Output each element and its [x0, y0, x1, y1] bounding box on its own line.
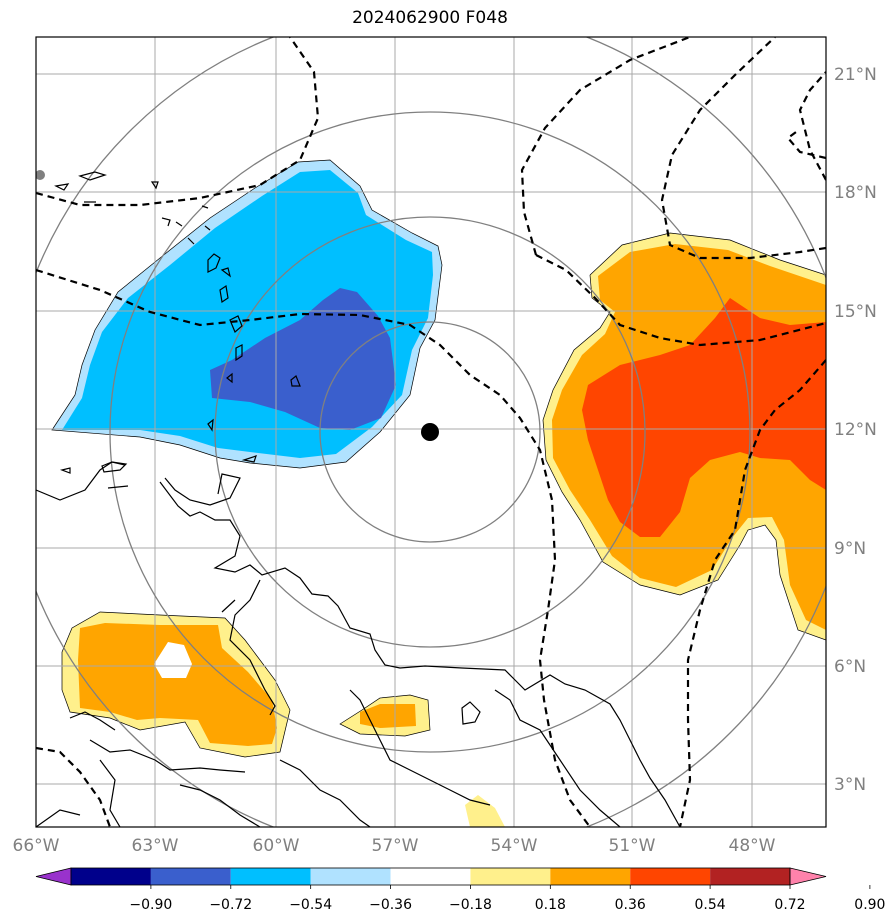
storm-center-marker — [421, 423, 439, 441]
latitude-label: 9°N — [834, 539, 866, 559]
colorbar-extend-low — [35, 867, 72, 886]
colorbar-tick-label: 0.18 — [535, 897, 566, 913]
colorbar-extend-high — [789, 867, 827, 886]
colorbar-tick-label: 0.54 — [695, 897, 726, 913]
station-marker — [36, 170, 45, 180]
latitude-label: 18°N — [834, 183, 877, 203]
longitude-labels: 66°W 63°W 60°W 57°W 54°W 51°W 48°W — [13, 836, 776, 856]
map-title: 2024062900 F048 — [352, 8, 508, 28]
colorbar-segment — [630, 868, 711, 885]
latitude-label: 3°N — [834, 775, 866, 795]
colorbar-segment — [150, 868, 231, 885]
dashed-contours — [36, 37, 826, 827]
colorbar-tick-label: 0.90 — [854, 897, 885, 913]
latitude-label: 12°N — [834, 420, 877, 440]
map-frame — [35, 36, 827, 828]
colorbar-segment — [230, 868, 311, 885]
longitude-label: 66°W — [13, 836, 60, 856]
colorbar-segment — [71, 868, 151, 885]
colorbar-segment — [710, 868, 790, 885]
colorbar-tick-label: 0.36 — [615, 897, 646, 913]
longitude-label: 54°W — [491, 836, 538, 856]
longitude-label: 60°W — [253, 836, 300, 856]
longitude-label: 51°W — [609, 836, 656, 856]
colorbar-segment — [310, 868, 391, 885]
colorbar-tick-label: −0.90 — [129, 897, 172, 913]
coastlines — [36, 461, 681, 827]
colorbar: −0.90 −0.72 −0.54 −0.36 −0.18 0.18 0.36 0.54 0.7… — [35, 867, 885, 913]
latitude-labels: 21°N 18°N 15°N 12°N 9°N 6°N 3°N — [834, 65, 877, 795]
island-outlines — [54, 171, 301, 474]
latitude-label: 6°N — [834, 657, 866, 677]
map-panel — [36, 37, 826, 827]
longitude-label: 57°W — [372, 836, 419, 856]
colorbar-tick-label: −0.36 — [369, 897, 412, 913]
colorbar-tick-label: −0.18 — [449, 897, 492, 913]
colorbar-segment — [470, 868, 551, 885]
longitude-label: 63°W — [132, 836, 179, 856]
colorbar-tick-label: −0.54 — [289, 897, 332, 913]
colorbar-frame — [70, 867, 791, 886]
latitude-label: 15°N — [834, 302, 877, 322]
colorbar-tick-label: −0.72 — [209, 897, 252, 913]
longitude-label: 48°W — [729, 836, 776, 856]
range-rings — [36, 37, 826, 827]
colorbar-tick-label: 0.72 — [774, 897, 805, 913]
map-gridlines — [36, 37, 826, 827]
positive-anomaly-east-region — [542, 232, 826, 641]
colorbar-segment — [390, 868, 471, 885]
colorbar-segment — [550, 868, 631, 885]
latitude-label: 21°N — [834, 65, 877, 85]
